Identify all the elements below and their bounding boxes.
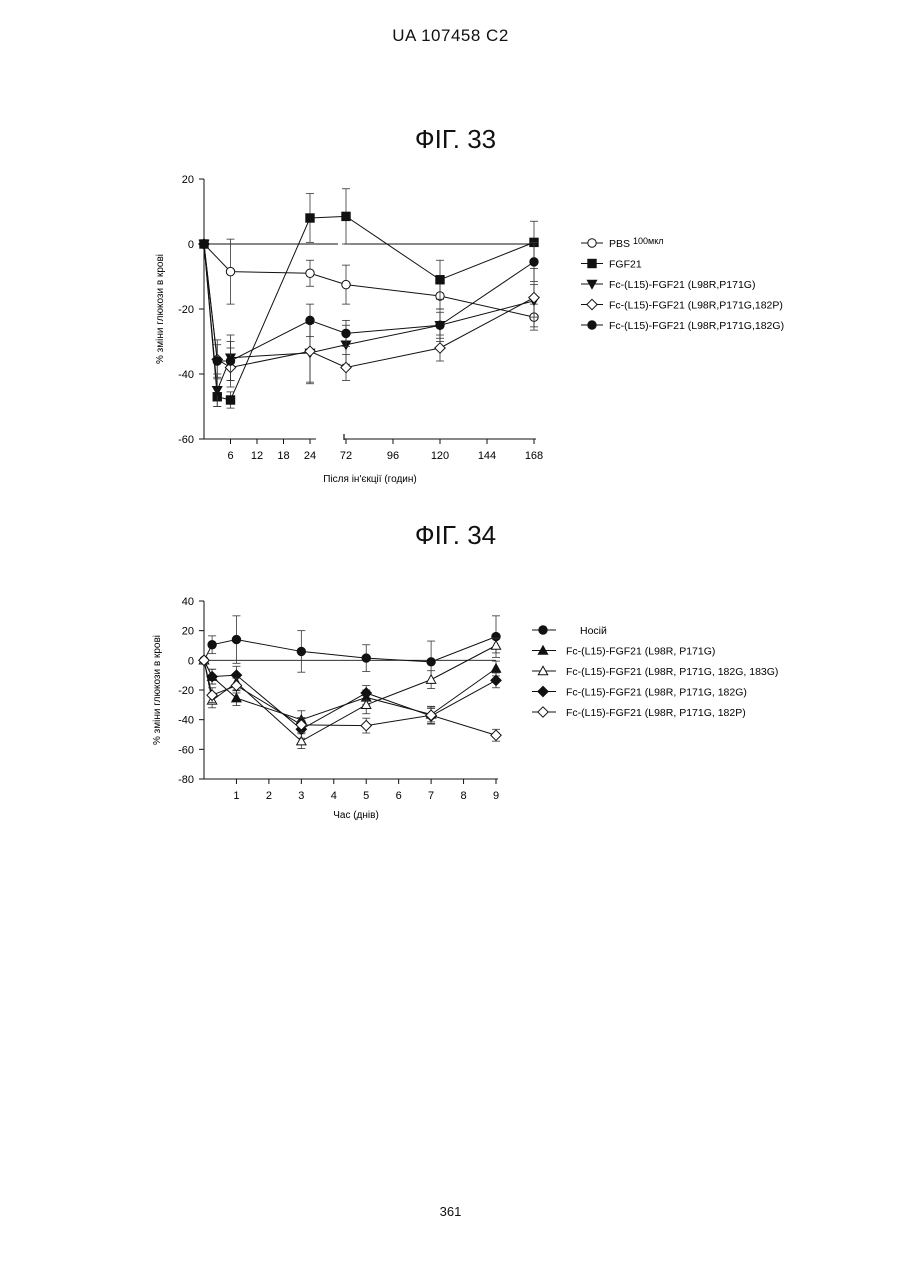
series-line — [204, 637, 496, 662]
series-line — [204, 660, 496, 735]
legend-marker — [539, 626, 547, 634]
legend-label: Fc-(L15)-FGF21 (L98R, P171G) — [566, 646, 715, 658]
series-line — [204, 660, 496, 729]
series-0 — [200, 616, 500, 683]
x-tick-label: 9 — [493, 790, 499, 802]
data-point — [232, 635, 240, 643]
y-tick-label: -60 — [178, 744, 194, 756]
figure-34-chart: -80 -60 -40 -20 0 20 40 1 2 3 4 5 6 7 8 9 Час (днів) % зм… — [0, 0, 901, 860]
data-point — [427, 658, 435, 666]
x-tick-label: 8 — [460, 790, 466, 802]
x-tick-label: 1 — [233, 790, 239, 802]
y-tick-label: -80 — [178, 774, 194, 786]
legend: Носій Fc-(L15)-FGF21 (L98R, P171G) Fc-(L15… — [532, 625, 778, 719]
data-point — [207, 690, 217, 700]
data-point — [297, 647, 305, 655]
legend-label: Fc-(L15)-FGF21 (L98R, P171G, 182G) — [566, 687, 747, 699]
y-tick-label: -40 — [178, 715, 194, 727]
data-point — [361, 688, 371, 698]
fig34-plot: -80 -60 -40 -20 0 20 40 1 2 3 4 5 6 7 8 9 Час (днів) % зм… — [152, 596, 778, 821]
legend-marker — [538, 686, 548, 696]
data-point — [361, 720, 371, 730]
series-line — [204, 660, 496, 719]
data-point — [426, 675, 435, 683]
legend-label: Fc-(L15)-FGF21 (L98R, P171G, 182P) — [566, 707, 746, 719]
legend-label: Носій — [580, 625, 607, 637]
data-point — [491, 675, 501, 685]
series-2 — [199, 638, 500, 749]
data-point — [491, 730, 501, 740]
series-line — [204, 646, 496, 742]
data-point — [231, 680, 241, 690]
y-tick-label: 40 — [182, 596, 194, 608]
data-point — [491, 641, 500, 649]
x-tick-label: 3 — [298, 790, 304, 802]
data-point — [491, 664, 500, 672]
x-tick-label: 5 — [363, 790, 369, 802]
series-4 — [199, 655, 501, 741]
x-tick-label: 7 — [428, 790, 434, 802]
x-tick-label: 6 — [396, 790, 402, 802]
data-point — [208, 641, 216, 649]
legend-marker — [538, 707, 548, 717]
page-number: 361 — [0, 1204, 901, 1219]
x-axis-label: Час (днів) — [333, 810, 379, 821]
y-tick-label: 0 — [188, 655, 194, 667]
data-point — [362, 654, 370, 662]
x-tick-label: 4 — [331, 790, 337, 802]
x-tick-label: 2 — [266, 790, 272, 802]
y-axis-label: % зміни глюкози в крові — [152, 635, 163, 745]
legend-label: Fc-(L15)-FGF21 (L98R, P171G, 182G, 183G) — [566, 666, 778, 678]
y-tick-label: 20 — [182, 626, 194, 638]
y-tick-label: -20 — [178, 685, 194, 697]
